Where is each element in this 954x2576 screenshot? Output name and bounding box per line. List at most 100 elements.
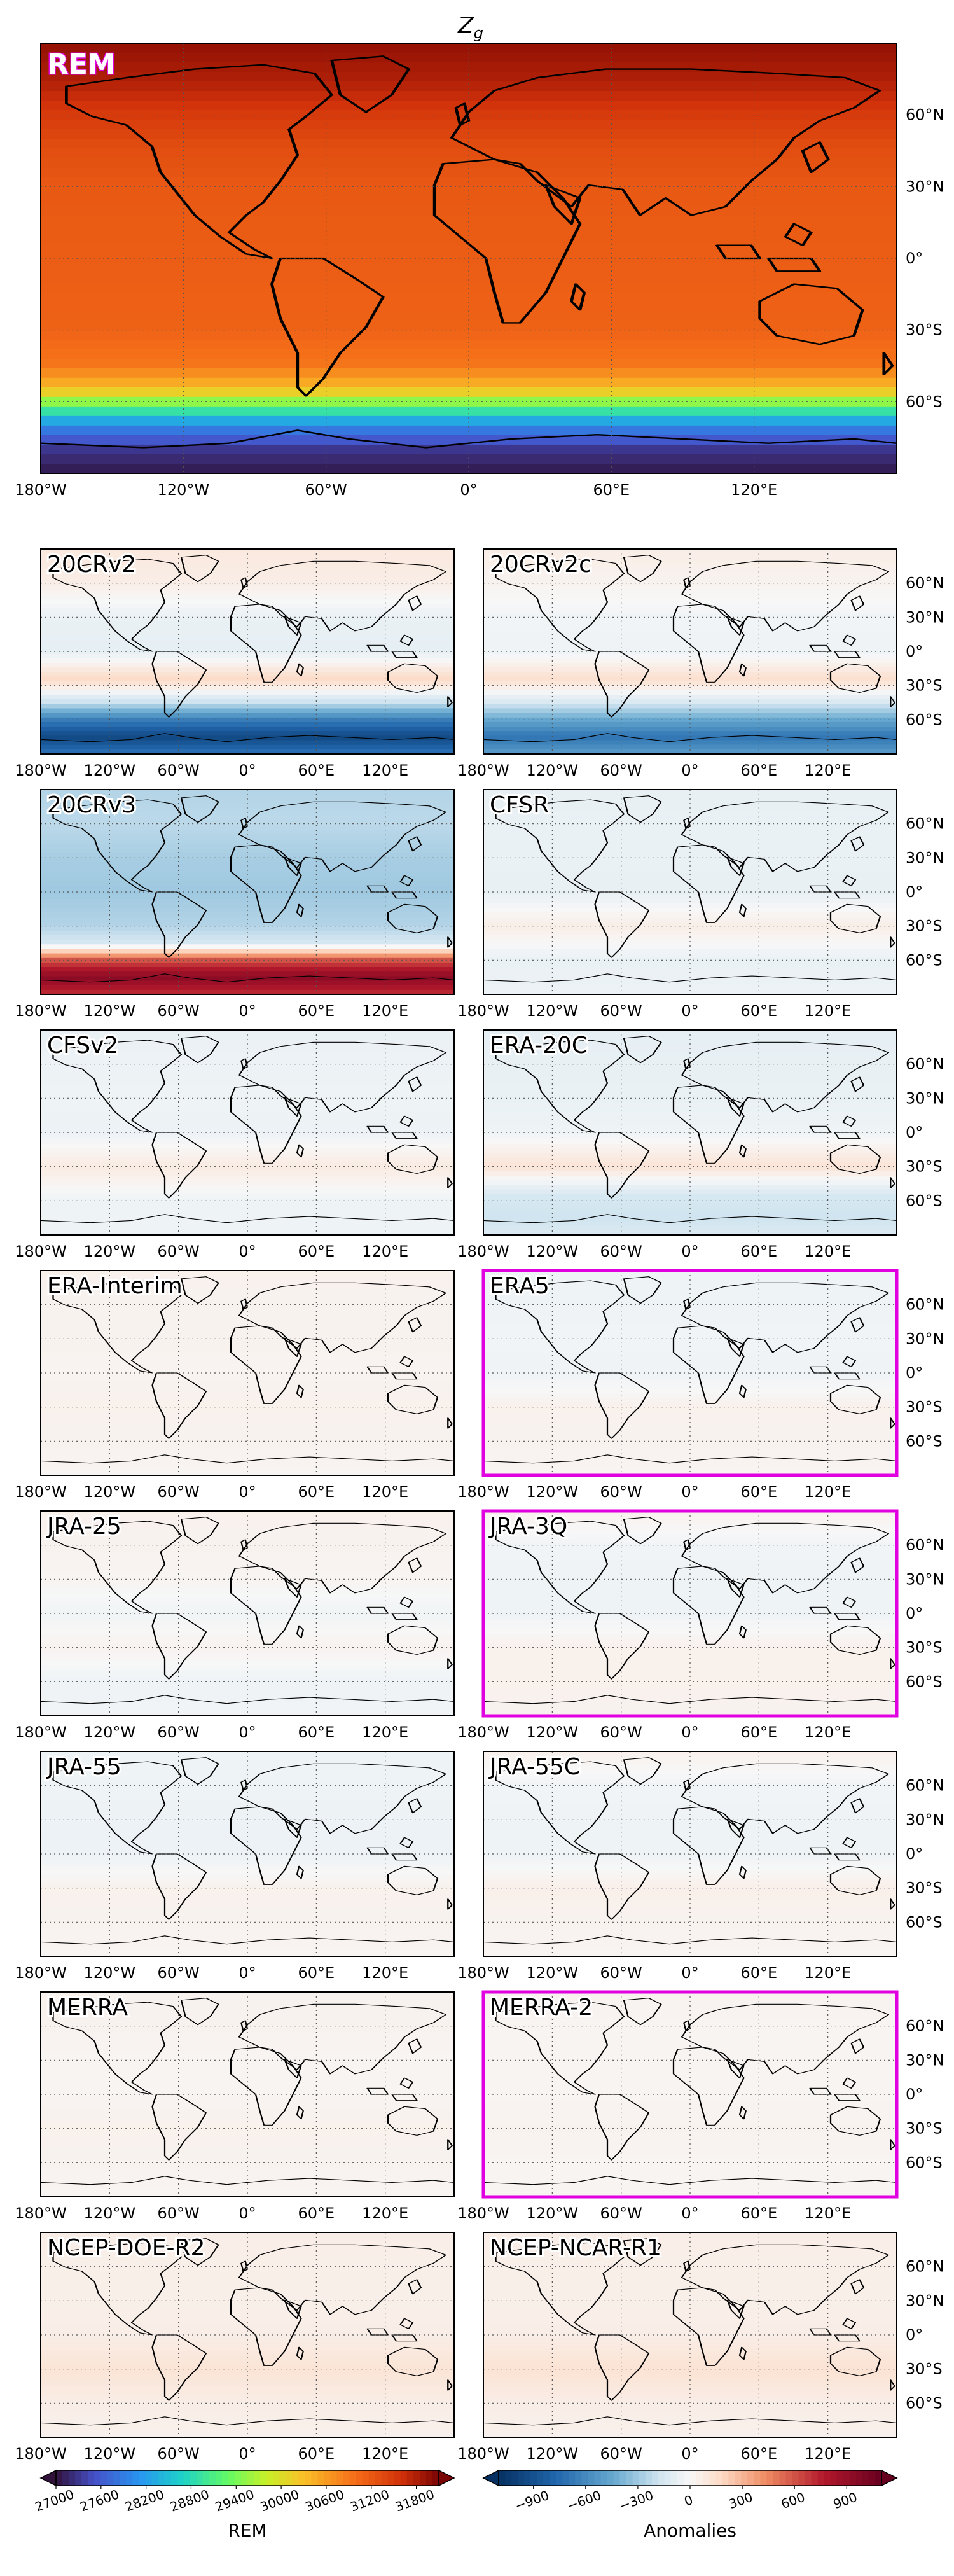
lat-band bbox=[483, 816, 897, 823]
lat-band bbox=[41, 1592, 454, 1598]
x-tick-label: 120°E bbox=[362, 1002, 408, 1020]
lat-band bbox=[41, 2432, 454, 2437]
lat-band bbox=[41, 613, 454, 618]
panel-label: ERA-Interim bbox=[47, 1273, 183, 1299]
lat-band bbox=[41, 812, 454, 818]
lat-band bbox=[483, 790, 897, 795]
lat-band bbox=[483, 2423, 897, 2429]
lat-band bbox=[41, 205, 897, 216]
lat-band bbox=[483, 2037, 897, 2043]
gridlines bbox=[483, 1992, 897, 2197]
panel-label: NCEP-DOE-R2 bbox=[47, 2235, 205, 2261]
lat-band bbox=[483, 704, 897, 709]
lat-band bbox=[483, 2001, 897, 2007]
lat-band bbox=[41, 1416, 454, 1422]
y-tick-label: 30°N bbox=[906, 1811, 944, 1828]
panel-frame bbox=[483, 2232, 897, 2438]
lat-band bbox=[41, 553, 454, 559]
panel-frame bbox=[483, 548, 897, 755]
lat-band bbox=[483, 2305, 897, 2311]
lat-band bbox=[41, 339, 897, 350]
panel-label: ERA-20C bbox=[490, 1033, 588, 1059]
lat-band bbox=[41, 567, 454, 573]
x-tick-label: 0° bbox=[238, 1002, 256, 1020]
panel-merra-field bbox=[41, 1992, 454, 2197]
lat-band bbox=[483, 2069, 897, 2075]
lat-band bbox=[41, 1693, 454, 1699]
lat-band bbox=[483, 862, 897, 868]
lat-band bbox=[41, 1334, 454, 1340]
panel-cfsr-field bbox=[483, 790, 897, 994]
colorbar-segment bbox=[747, 2470, 754, 2486]
colorbar-label: REM bbox=[228, 2520, 266, 2541]
lat-band bbox=[41, 1924, 454, 1930]
colorbar-segment bbox=[215, 2470, 223, 2486]
lat-band bbox=[483, 1452, 897, 1458]
colorbar-tick-label: 28200 bbox=[123, 2486, 166, 2514]
x-tick-label: 120°W bbox=[527, 1964, 579, 1982]
lat-band bbox=[483, 1230, 897, 1235]
lat-band bbox=[483, 727, 897, 732]
colorbar-segment bbox=[75, 2470, 82, 2486]
x-tick-label: 0° bbox=[460, 481, 477, 499]
colorbar-segment bbox=[792, 2470, 799, 2486]
lat-band bbox=[41, 576, 454, 582]
lat-band bbox=[41, 2246, 454, 2252]
lat-band bbox=[483, 1533, 897, 1539]
lat-band bbox=[41, 989, 454, 994]
lat-band bbox=[41, 81, 897, 92]
lat-band bbox=[41, 1052, 454, 1058]
lat-band bbox=[41, 626, 454, 632]
lat-band bbox=[41, 2259, 454, 2266]
lat-band bbox=[41, 1098, 454, 1104]
colorbar-tick-label: 30000 bbox=[258, 2486, 301, 2514]
y-tick-label: 60°S bbox=[906, 1192, 943, 1209]
colorbar-segment bbox=[254, 2470, 261, 2486]
colorbar-segment bbox=[499, 2470, 506, 2486]
lat-band bbox=[41, 1421, 454, 1426]
colorbar-segment bbox=[862, 2470, 869, 2486]
lat-band bbox=[41, 853, 454, 859]
colorbar-segment bbox=[670, 2470, 678, 2486]
y-tick-label: 60°N bbox=[906, 1536, 944, 1554]
lat-band bbox=[41, 1352, 454, 1358]
x-tick-label: 60°E bbox=[298, 1483, 335, 1501]
lat-band bbox=[483, 694, 897, 700]
colorbar-segment bbox=[683, 2470, 691, 2486]
lat-band bbox=[483, 1765, 897, 1771]
x-tick-label: 180°W bbox=[15, 1964, 67, 1982]
gridlines bbox=[41, 1992, 454, 2197]
y-tick-label: 30°N bbox=[906, 1089, 944, 1107]
lat-band bbox=[483, 1702, 897, 1708]
lat-band bbox=[483, 2178, 897, 2184]
lat-band bbox=[41, 603, 454, 609]
lat-band bbox=[483, 2137, 897, 2143]
lat-band bbox=[41, 1679, 454, 1685]
colorbar-tick-label: 28800 bbox=[168, 2486, 211, 2514]
lat-band bbox=[483, 2309, 897, 2315]
colorbar-segment bbox=[343, 2470, 350, 2486]
x-tick-label: 180°W bbox=[457, 1483, 509, 1501]
lat-band bbox=[41, 215, 897, 226]
lat-band bbox=[483, 1801, 897, 1807]
colorbar-segment bbox=[868, 2470, 876, 2486]
lat-band bbox=[483, 794, 897, 800]
x-tick-label: 120°W bbox=[84, 2204, 136, 2222]
lat-band bbox=[483, 1992, 897, 1998]
lat-band bbox=[483, 1198, 897, 1204]
lat-band bbox=[483, 1275, 897, 1281]
colorbar-segment bbox=[158, 2470, 165, 2486]
colorbar-segment bbox=[505, 2470, 512, 2486]
lat-band bbox=[483, 1524, 897, 1530]
x-tick-label: 120°E bbox=[362, 1964, 408, 1982]
x-tick-label: 0° bbox=[681, 1723, 698, 1741]
lat-band bbox=[483, 1425, 897, 1431]
lat-band bbox=[41, 871, 454, 877]
lat-band bbox=[483, 2010, 897, 2016]
x-tick-label: 0° bbox=[681, 762, 698, 779]
gridlines bbox=[483, 1030, 897, 1235]
colorbar-segment bbox=[260, 2470, 267, 2486]
colorbar-segment bbox=[639, 2470, 646, 2486]
lat-band bbox=[483, 839, 897, 845]
lat-band bbox=[41, 2309, 454, 2315]
